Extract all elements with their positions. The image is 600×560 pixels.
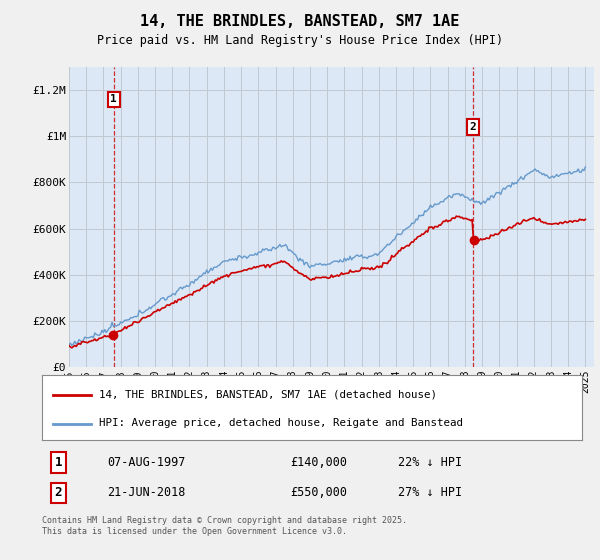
Text: Contains HM Land Registry data © Crown copyright and database right 2025.: Contains HM Land Registry data © Crown c… (42, 516, 407, 525)
Text: HPI: Average price, detached house, Reigate and Banstead: HPI: Average price, detached house, Reig… (98, 418, 463, 428)
Text: 1: 1 (110, 95, 117, 105)
Text: 22% ↓ HPI: 22% ↓ HPI (398, 456, 463, 469)
Text: 07-AUG-1997: 07-AUG-1997 (107, 456, 185, 469)
Text: 21-JUN-2018: 21-JUN-2018 (107, 487, 185, 500)
Text: 2: 2 (470, 122, 476, 132)
Text: 14, THE BRINDLES, BANSTEAD, SM7 1AE (detached house): 14, THE BRINDLES, BANSTEAD, SM7 1AE (det… (98, 390, 437, 399)
Text: £550,000: £550,000 (290, 487, 347, 500)
Text: 14, THE BRINDLES, BANSTEAD, SM7 1AE: 14, THE BRINDLES, BANSTEAD, SM7 1AE (140, 14, 460, 29)
Text: 2: 2 (55, 487, 62, 500)
Text: 27% ↓ HPI: 27% ↓ HPI (398, 487, 463, 500)
Text: £140,000: £140,000 (290, 456, 347, 469)
Text: This data is licensed under the Open Government Licence v3.0.: This data is licensed under the Open Gov… (42, 528, 347, 536)
Text: 1: 1 (55, 456, 62, 469)
Text: Price paid vs. HM Land Registry's House Price Index (HPI): Price paid vs. HM Land Registry's House … (97, 34, 503, 46)
